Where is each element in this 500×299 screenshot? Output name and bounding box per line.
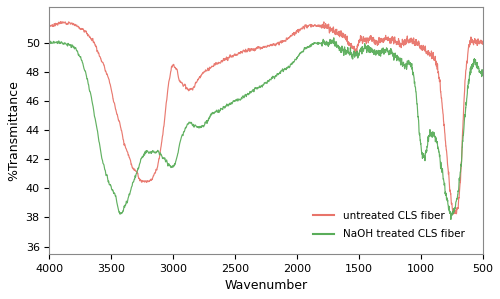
X-axis label: Wavenumber: Wavenumber (224, 279, 308, 292)
Y-axis label: %Transmittance: %Transmittance (7, 80, 20, 181)
Legend: untreated CLS fiber, NaOH treated CLS fiber: untreated CLS fiber, NaOH treated CLS fi… (310, 207, 468, 244)
